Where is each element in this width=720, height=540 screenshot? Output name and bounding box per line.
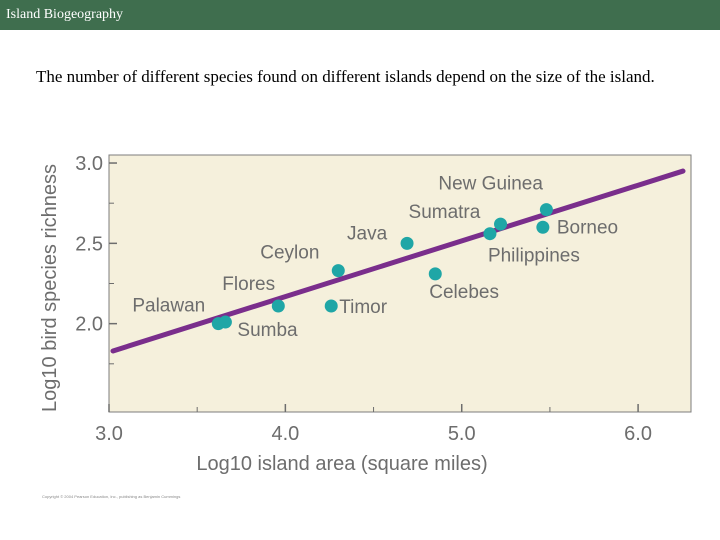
y-tick-label: 2.5 <box>75 233 103 255</box>
trend-line <box>110 168 686 354</box>
data-point-flores <box>271 299 285 313</box>
point-label: Ceylon <box>260 243 319 264</box>
x-axis-label: Log10 island area (square miles) <box>196 453 487 475</box>
data-point-philippines <box>483 227 497 241</box>
data-point-java <box>400 236 414 250</box>
data-point-timor <box>324 299 338 313</box>
data-point-sumba <box>218 315 232 329</box>
slide-title-bar: Island Biogeography <box>0 0 720 30</box>
y-tick-label: 2.0 <box>75 314 103 336</box>
point-label: Borneo <box>557 217 618 238</box>
intro-text: The number of different species found on… <box>36 67 655 86</box>
tick-labels: 3.0 4.0 5.0 6.0 2.0 2.5 3.0 <box>75 153 652 445</box>
point-label: Timor <box>339 297 388 318</box>
x-tick-label: 6.0 <box>624 423 652 445</box>
data-point-borneo <box>536 220 550 234</box>
point-label: New Guinea <box>438 174 543 195</box>
species-area-chart: Palawan Sumba Flores Timor Ceylon Java Celebes… <box>39 153 692 475</box>
data-point-ceylon <box>331 264 345 278</box>
data-point-celebes <box>428 267 442 281</box>
copyright-credit: Copyright © 2004 Pearson Education, Inc.… <box>42 494 181 499</box>
data-points: Palawan Sumba Flores Timor Ceylon Java Celebes… <box>132 174 618 341</box>
data-point-new-guinea <box>539 203 553 217</box>
x-tick-label: 4.0 <box>271 423 299 445</box>
x-tick-label: 3.0 <box>95 423 123 445</box>
point-label: Sumba <box>237 320 298 341</box>
axis-ticks <box>108 162 639 412</box>
point-label: Java <box>347 223 388 244</box>
x-tick-label: 5.0 <box>448 423 476 445</box>
slide-title: Island Biogeography <box>6 7 124 22</box>
y-axis-label: Log10 bird species richness <box>39 164 61 412</box>
point-label: Celebes <box>429 282 499 303</box>
point-label: Philippines <box>488 246 580 267</box>
y-tick-label: 3.0 <box>75 153 103 175</box>
point-label: Palawan <box>132 296 205 317</box>
data-point-sumatra <box>494 217 508 231</box>
point-label: Flores <box>222 274 275 295</box>
point-label: Sumatra <box>409 202 481 223</box>
